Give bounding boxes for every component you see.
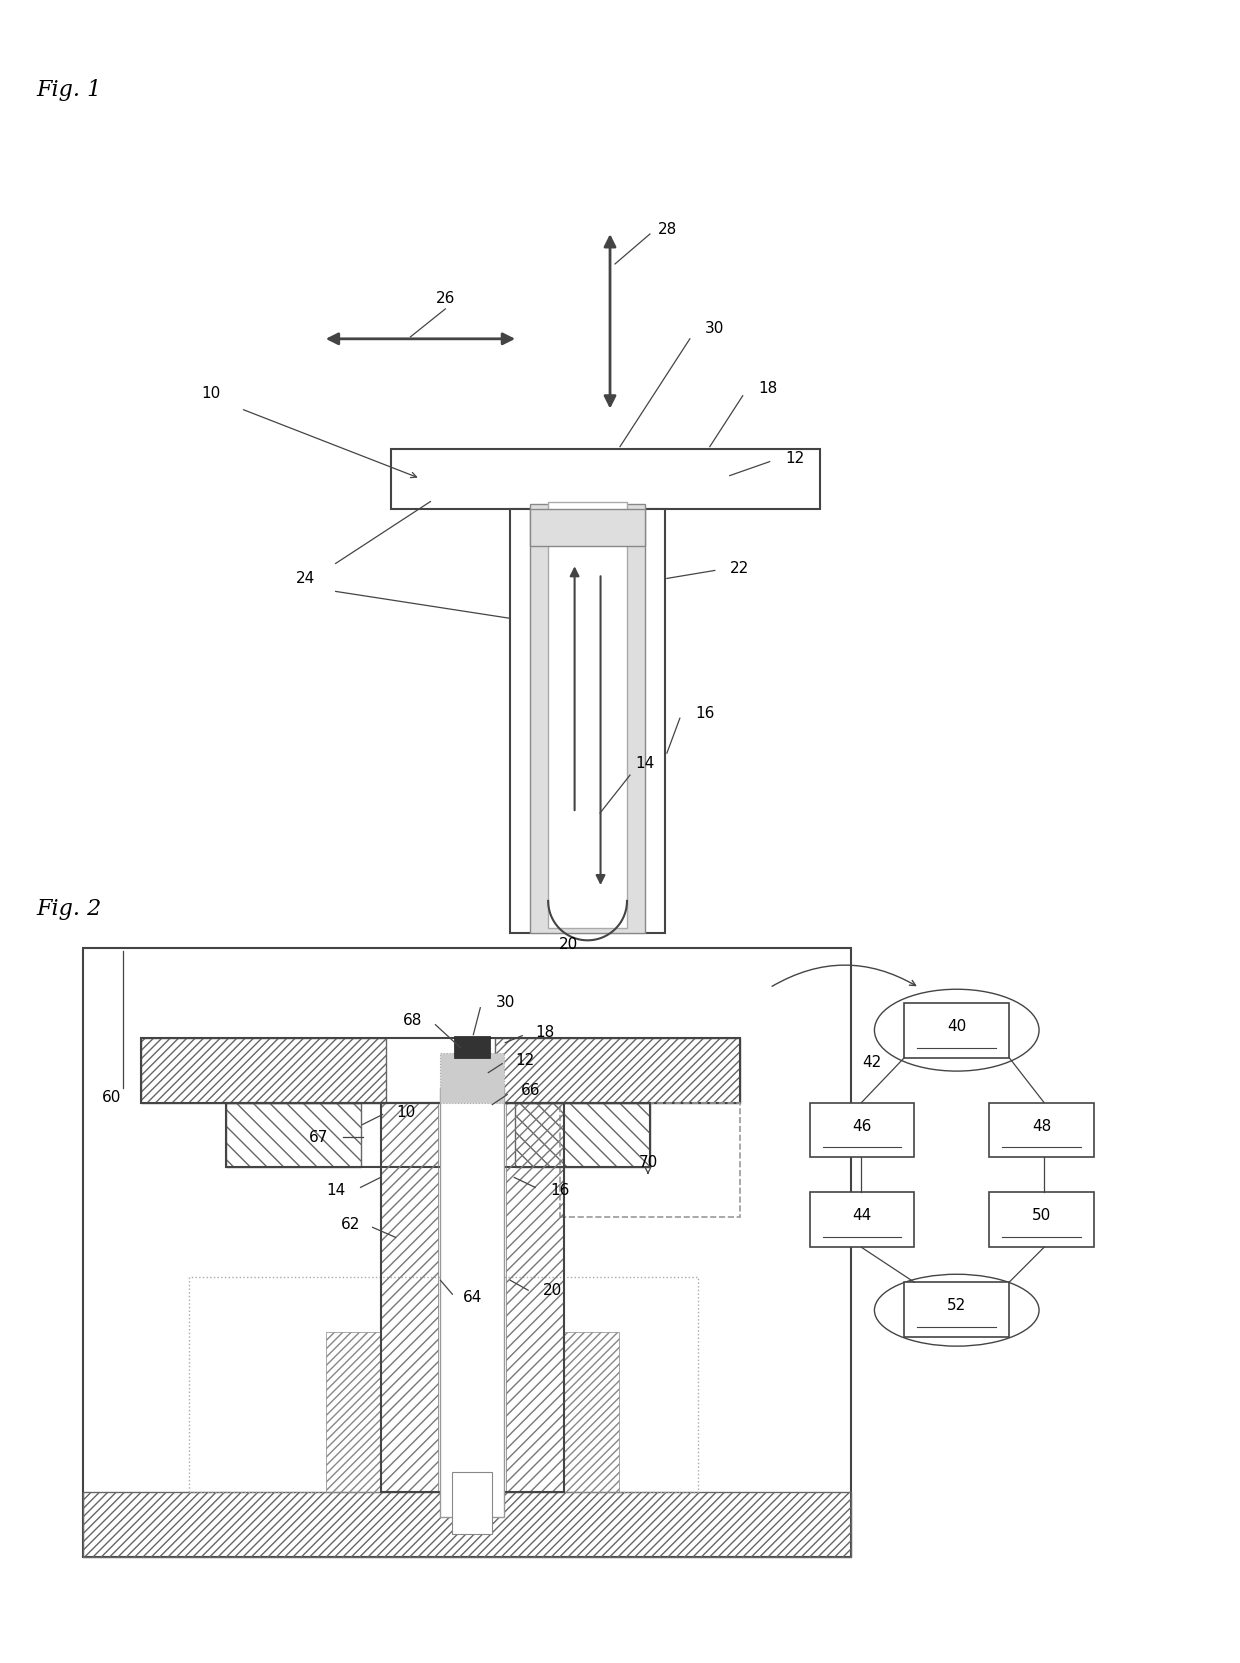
Bar <box>904 1003 1009 1058</box>
Bar <box>226 1103 361 1167</box>
Text: 18: 18 <box>758 381 777 396</box>
Text: 40: 40 <box>947 1019 966 1034</box>
Bar <box>440 1053 505 1103</box>
Bar <box>548 502 627 928</box>
Text: 28: 28 <box>658 221 677 236</box>
Bar <box>531 504 645 933</box>
Text: 14: 14 <box>326 1182 345 1197</box>
Bar <box>188 1277 698 1492</box>
Text: 30: 30 <box>706 321 724 336</box>
Bar <box>326 1332 381 1492</box>
Bar <box>453 1472 492 1533</box>
Text: 18: 18 <box>536 1024 554 1039</box>
Text: 30: 30 <box>496 994 515 1009</box>
Bar <box>990 1103 1094 1157</box>
Text: 10: 10 <box>396 1104 415 1119</box>
Text: 60: 60 <box>102 1089 120 1104</box>
Bar <box>141 1038 740 1103</box>
Bar <box>226 1103 650 1167</box>
Bar <box>810 1103 914 1157</box>
Bar <box>990 1192 1094 1247</box>
Text: 70: 70 <box>639 1154 657 1171</box>
Bar <box>506 1103 564 1492</box>
Bar <box>810 1192 914 1247</box>
Bar <box>564 1332 619 1492</box>
Text: 48: 48 <box>1032 1119 1052 1134</box>
Bar <box>83 948 852 1557</box>
Text: 52: 52 <box>947 1299 966 1314</box>
Text: 66: 66 <box>521 1083 539 1098</box>
Text: 20: 20 <box>543 1282 562 1297</box>
Text: 12: 12 <box>516 1053 534 1068</box>
Text: Fig. 1: Fig. 1 <box>36 80 102 101</box>
Text: 42: 42 <box>862 1054 882 1069</box>
Text: 14: 14 <box>635 755 655 770</box>
Bar <box>531 509 645 547</box>
Bar <box>516 1103 650 1167</box>
Text: 44: 44 <box>852 1209 872 1224</box>
Bar <box>381 1103 439 1492</box>
Bar <box>454 1036 490 1058</box>
Text: 67: 67 <box>309 1129 329 1146</box>
Bar <box>510 509 665 933</box>
Bar <box>440 1088 505 1517</box>
Bar <box>495 1038 740 1103</box>
Bar <box>904 1282 1009 1337</box>
Text: 24: 24 <box>296 570 315 585</box>
Bar <box>381 1103 564 1492</box>
Text: 26: 26 <box>435 291 455 306</box>
Bar <box>391 449 820 509</box>
Text: 62: 62 <box>341 1217 361 1232</box>
Bar <box>560 1103 740 1217</box>
Text: 12: 12 <box>785 451 805 466</box>
Text: 10: 10 <box>201 386 221 401</box>
Text: Fig. 2: Fig. 2 <box>36 898 102 920</box>
Text: 68: 68 <box>403 1013 422 1028</box>
Text: 22: 22 <box>730 560 749 575</box>
Text: 16: 16 <box>696 705 714 720</box>
Text: 50: 50 <box>1032 1209 1052 1224</box>
Bar <box>83 1492 852 1557</box>
Bar <box>141 1038 386 1103</box>
Text: 16: 16 <box>551 1182 570 1197</box>
Text: 20: 20 <box>558 938 578 953</box>
Text: 46: 46 <box>852 1119 872 1134</box>
Text: 64: 64 <box>463 1290 482 1305</box>
